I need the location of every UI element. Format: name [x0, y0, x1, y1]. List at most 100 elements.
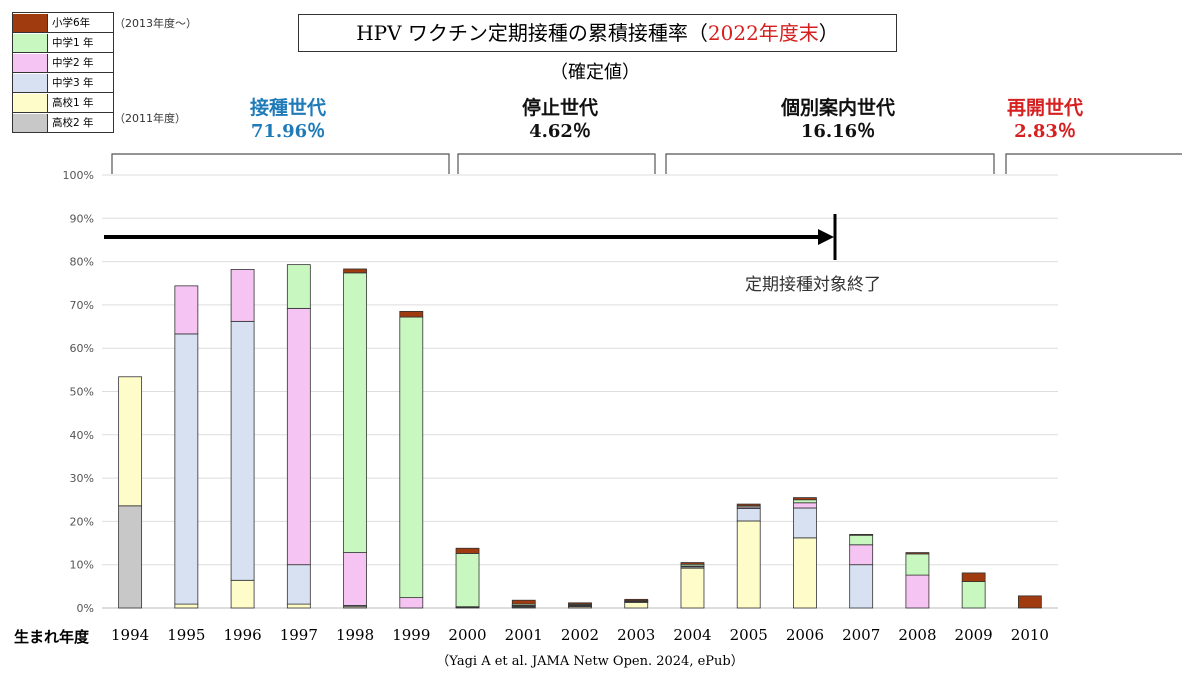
bar-segment [849, 534, 874, 546]
title-main: HPV ワクチン定期接種の累積接種率（ [356, 21, 708, 45]
bars [118, 264, 1042, 609]
bar-segment [118, 505, 143, 609]
bar-segment [343, 272, 367, 553]
legend-item: 中学1 年 [13, 33, 113, 53]
x-tick-label: 1997 [280, 626, 318, 644]
x-tick-label: 2010 [1011, 626, 1049, 644]
end-arrow-head [818, 229, 834, 245]
bar-segment [849, 564, 874, 609]
bar-segment [1017, 595, 1042, 609]
x-tick-label: 1995 [167, 626, 205, 644]
generation-name: 停止世代 [521, 97, 598, 119]
legend-note-2011: （2011年度） [114, 112, 186, 125]
bar-segment [455, 547, 480, 554]
generation-individual: 個別案内世代 16.16％ [748, 96, 928, 144]
bracket-individual [665, 153, 995, 174]
legend-swatch [13, 33, 48, 52]
bar-segment [118, 376, 143, 507]
citation: （Yagi A et al. JAMA Netw Open. 2024, ePu… [436, 654, 744, 669]
y-tick-label: 10% [70, 559, 94, 572]
x-tick-label: 1998 [336, 626, 374, 644]
x-tick-label: 2000 [448, 626, 486, 644]
bar-segment [230, 320, 255, 581]
bar-segment [793, 499, 817, 504]
legend-item: 高校1 年 [13, 93, 113, 113]
bar-segment [793, 537, 817, 609]
bar-segment [793, 507, 817, 539]
generation-vaccinated: 接種世代 71.96％ [208, 96, 368, 144]
x-tick-label: 2008 [898, 626, 936, 644]
x-tick-label: 2007 [842, 626, 880, 644]
x-tick-label: 1999 [392, 626, 430, 644]
bar-segment [399, 310, 424, 318]
bar-segment [230, 268, 255, 322]
legend-note-2013: （2013年度～） [114, 17, 197, 30]
y-tick-label: 30% [70, 472, 94, 485]
y-tick-label: 60% [70, 342, 94, 355]
legend-item: 中学2 年 [13, 53, 113, 73]
y-tick-label: 20% [70, 515, 94, 528]
legend-swatch [13, 53, 48, 72]
legend-label: 小学6年 [52, 17, 91, 29]
bar-segment [680, 567, 705, 609]
x-tick-label: 2009 [955, 626, 993, 644]
legend: 小学6年 中学1 年 中学2 年 中学3 年 高校1 年 高校2 年 [12, 12, 114, 133]
generation-pct: 4.62％ [529, 121, 591, 142]
brackets [111, 153, 1182, 174]
y-tick-label: 0% [77, 602, 94, 615]
bar-segment [793, 502, 817, 509]
bar-segment [624, 598, 649, 602]
title-accent: 2022年度末 [707, 21, 819, 45]
bar-segment [849, 533, 874, 536]
title-close: ） [818, 21, 839, 45]
grid [102, 174, 1058, 609]
legend-swatch [13, 93, 48, 112]
x-tick-label: 1994 [111, 626, 149, 644]
y-axis: 0% 10% 20% 30% 40% 50% 60% 70% 80% 90% 100% [63, 169, 94, 615]
bar-segment [455, 553, 480, 608]
bar-segment [905, 553, 930, 576]
x-tick-label: 2004 [673, 626, 711, 644]
end-annotation: 定期接種対象終了 [745, 275, 881, 295]
y-tick-label: 100% [63, 169, 94, 182]
legend-item: 高校2 年 [13, 113, 113, 132]
generation-pct: 71.96％ [250, 121, 326, 142]
x-axis-title: 生まれ年度 [14, 628, 90, 646]
bar-segment [286, 307, 311, 566]
bar-segment [961, 572, 986, 582]
generation-name: 接種世代 [249, 97, 326, 119]
bar-segment [343, 268, 367, 274]
generation-resumed: 再開世代 2.83％ [970, 96, 1120, 144]
bar-segment [680, 562, 705, 565]
bar-segment [736, 508, 761, 522]
bar-segment [286, 264, 311, 309]
bar-segment [568, 602, 592, 605]
bar-segment [230, 579, 255, 609]
bracket-resumed [1005, 153, 1182, 174]
bar-segment [174, 603, 199, 609]
bar-segment [399, 316, 424, 599]
bar-segment [905, 552, 930, 555]
legend-item: 中学3 年 [13, 73, 113, 93]
y-tick-label: 90% [70, 212, 94, 225]
bar-segment [793, 497, 817, 501]
legend-swatch [13, 113, 48, 132]
legend-swatch [13, 73, 48, 92]
x-axis: 1994 1995 1996 1997 1998 1999 2000 2001 2002 2003… [111, 626, 1049, 644]
x-tick-label: 2002 [561, 626, 599, 644]
legend-swatch [13, 13, 48, 32]
bracket-vaccinated [111, 153, 450, 174]
legend-label: 高校2 年 [52, 117, 94, 129]
y-tick-label: 50% [70, 386, 94, 399]
generation-name: 個別案内世代 [780, 97, 895, 119]
bar-segment [961, 581, 986, 609]
x-tick-label: 2005 [730, 626, 768, 644]
x-tick-label: 2001 [505, 626, 543, 644]
bracket-suspended [457, 153, 656, 174]
y-tick-label: 80% [70, 256, 94, 269]
x-tick-label: 2003 [617, 626, 655, 644]
bar-segment [286, 564, 311, 605]
legend-label: 中学1 年 [52, 37, 94, 49]
bar-segment [343, 552, 367, 606]
